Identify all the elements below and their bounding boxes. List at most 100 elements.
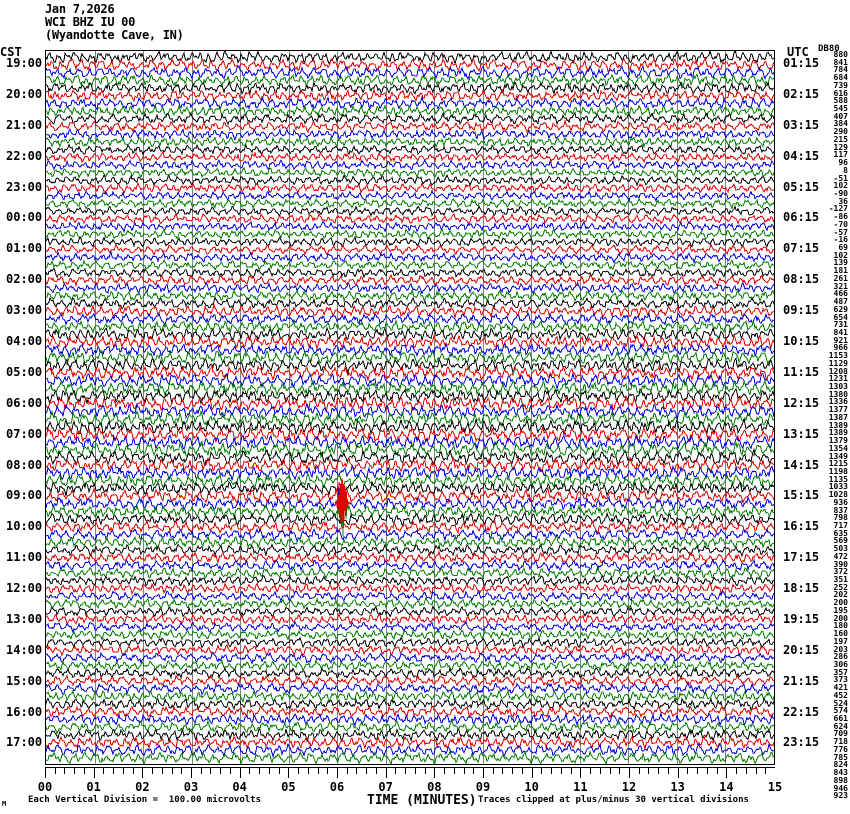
cst-time-13: 08:00: [6, 457, 43, 472]
amplitude-value: 200: [833, 598, 848, 608]
amplitude-value: 718: [833, 737, 848, 747]
utc-time-3: 04:15: [783, 148, 820, 163]
amplitude-value: 588: [833, 96, 848, 106]
seismic-trace: [46, 267, 774, 279]
amplitude-value: 798: [833, 513, 848, 523]
utc-time-8: 09:15: [783, 303, 820, 318]
amplitude-value: 180: [833, 621, 848, 631]
amplitude-value: 1129: [828, 358, 848, 368]
seismic-trace: [46, 651, 774, 665]
seismic-trace: [46, 333, 774, 351]
x-axis-title: TIME (MINUTES): [367, 793, 477, 808]
amplitude-value: 709: [833, 729, 848, 739]
seismic-trace: [46, 166, 774, 179]
amplitude-value: 472: [833, 551, 848, 561]
amplitude-value: 1389: [828, 420, 848, 430]
utc-time-6: 07:15: [783, 241, 820, 256]
cst-time-8: 03:00: [6, 303, 43, 318]
amplitude-value: 1336: [828, 397, 848, 407]
amplitude-value: 739: [833, 80, 848, 90]
utc-time-4: 05:15: [783, 179, 820, 194]
x-tick-label-13: 13: [670, 780, 685, 794]
x-tick-label-11: 11: [573, 780, 588, 794]
seismic-trace: [46, 518, 774, 535]
amplitude-value: 1215: [828, 459, 848, 469]
seismic-trace: [46, 636, 774, 650]
x-axis: 00 01 02 03 04 05 06 07 08 09 10 11 12 13 14 15: [38, 766, 782, 796]
amplitude-value: 1033: [828, 482, 848, 492]
cst-time-20: 15:00: [6, 673, 43, 688]
utc-time-11: 12:15: [783, 395, 820, 410]
seismic-trace: [46, 456, 774, 474]
x-tick-label-14: 14: [719, 780, 734, 794]
cst-time-9: 04:00: [6, 333, 43, 348]
seismic-trace: [46, 596, 774, 611]
seismic-trace: [46, 674, 774, 688]
amplitude-value: -90: [833, 188, 848, 198]
seismic-trace: [46, 447, 774, 467]
seismic-trace: [46, 527, 774, 542]
seismic-trace: [46, 356, 774, 375]
seismic-trace: [46, 136, 774, 149]
amplitude-value: 843: [833, 768, 848, 778]
amplitude-value: 1387: [828, 412, 848, 422]
event-marker[interactable]: [334, 480, 350, 528]
utc-time-12: 13:15: [783, 426, 820, 441]
seismic-trace: [46, 243, 774, 257]
x-tick-label-12: 12: [621, 780, 637, 794]
amplitude-value: 390: [833, 559, 848, 569]
seismic-trace: [46, 620, 774, 634]
seismic-trace: [46, 387, 774, 405]
amplitude-value: 946: [833, 783, 848, 793]
seismic-trace: [46, 425, 774, 444]
amplitude-value: 351: [833, 575, 848, 585]
utc-time-18: 19:15: [783, 611, 820, 626]
seismic-trace: [46, 250, 774, 264]
amplitude-value: 624: [833, 721, 848, 731]
amplitude-value: 1153: [828, 351, 848, 361]
seismogram-plot[interactable]: [45, 50, 775, 765]
seismic-trace: [46, 734, 774, 750]
seismic-trace: [46, 189, 774, 203]
seismic-trace: [46, 363, 774, 383]
seismic-trace: [46, 434, 774, 451]
amplitude-value: 286: [833, 652, 848, 662]
seismic-trace: [46, 726, 774, 744]
amplitude-value: 195: [833, 605, 848, 615]
amplitude-value: 200: [833, 613, 848, 623]
amplitude-value: 1208: [828, 366, 848, 376]
seismic-trace: [46, 296, 774, 311]
cst-time-16: 11:00: [6, 550, 43, 565]
amplitude-value: 1389: [828, 428, 848, 438]
seismic-trace: [46, 590, 774, 603]
x-tick-label-00: 00: [37, 780, 53, 794]
amplitude-value: 1354: [828, 443, 848, 453]
seismic-trace: [46, 696, 774, 712]
seismic-trace: [46, 51, 774, 66]
amplitude-value: 384: [833, 119, 848, 129]
x-tick-label-01: 01: [86, 780, 101, 794]
seismic-trace: [46, 379, 774, 398]
footer-corner-mark: M: [2, 800, 7, 808]
seismic-trace: [46, 319, 774, 336]
cst-time-17: 12:00: [6, 581, 43, 596]
utc-time-10: 11:15: [783, 364, 820, 379]
seismic-trace: [46, 73, 774, 88]
utc-time-2: 03:15: [783, 117, 820, 132]
amplitude-value: 616: [833, 88, 848, 98]
amplitude-column-header: DB80: [818, 44, 840, 54]
cst-axis-label: CST: [0, 45, 22, 59]
cst-time-6: 01:00: [6, 241, 43, 256]
amplitude-value: 203: [833, 644, 848, 654]
amplitude-value: 841: [833, 57, 848, 67]
seismic-trace: [46, 719, 774, 735]
cst-time-11: 06:00: [6, 395, 43, 410]
amplitude-value: 921: [833, 335, 848, 345]
seismic-trace: [46, 204, 774, 217]
amplitude-value: 373: [833, 675, 848, 685]
amplitude-value: 372: [833, 567, 848, 577]
cst-time-1: 20:00: [6, 86, 43, 101]
seismic-trace: [46, 711, 774, 727]
amplitude-value: 306: [833, 659, 848, 669]
amplitude-value: 635: [833, 528, 848, 538]
